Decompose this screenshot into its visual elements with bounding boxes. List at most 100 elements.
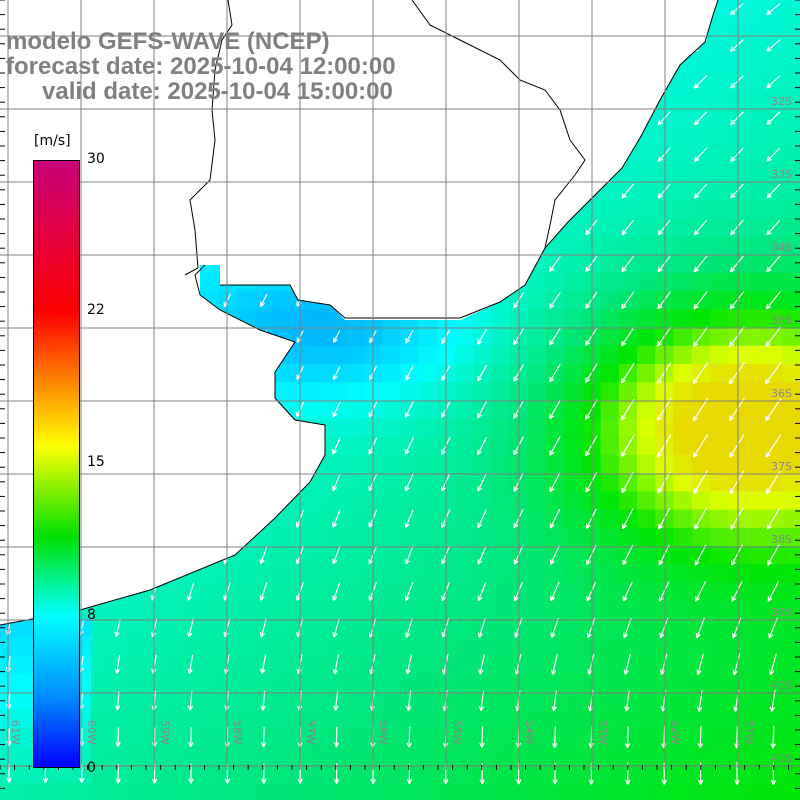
wind-arrow	[623, 653, 631, 675]
wind-arrow	[621, 508, 634, 530]
wind-arrow	[477, 509, 487, 529]
wind-arrow	[259, 437, 268, 455]
wind-arrow	[404, 111, 415, 126]
wind-arrow	[657, 38, 671, 53]
wind-arrow	[404, 509, 414, 528]
wind-arrow	[331, 2, 342, 16]
wind-arrow	[114, 219, 123, 236]
latitude-label: 36S	[771, 387, 792, 400]
wind-arrow	[259, 582, 268, 601]
wind-arrow	[729, 39, 744, 52]
longitude-label: 55W	[450, 720, 463, 745]
wind-arrow	[5, 256, 13, 272]
wind-arrow	[548, 38, 562, 53]
wind-arrow	[151, 763, 158, 784]
wind-arrow	[693, 219, 708, 236]
wind-arrow	[332, 509, 341, 528]
wind-arrow	[693, 326, 709, 347]
wind-arrow	[693, 183, 708, 199]
wind-arrow	[656, 362, 672, 384]
wind-arrow	[657, 2, 671, 16]
wind-arrow	[730, 111, 744, 126]
latitude-label: 40S	[771, 679, 792, 692]
wind-arrow	[549, 508, 561, 529]
wind-arrow	[692, 434, 709, 458]
wind-arrow	[621, 255, 635, 273]
wind-arrow	[621, 183, 635, 199]
wind-arrow	[114, 401, 122, 418]
wind-arrow	[765, 326, 782, 347]
wind-arrow	[695, 617, 706, 639]
wind-arrow	[766, 2, 781, 16]
wind-arrow	[150, 256, 159, 272]
wind-arrow	[477, 581, 487, 602]
wind-arrow	[187, 618, 194, 638]
wind-arrow	[693, 291, 708, 310]
latitude-label: 34S	[771, 241, 792, 254]
wind-arrow	[549, 399, 561, 420]
longitude-label: 57W	[304, 720, 317, 745]
wind-arrow	[585, 435, 598, 457]
wind-arrow	[259, 220, 269, 235]
wind-arrow	[693, 470, 708, 494]
longitude-label: 61W	[9, 720, 22, 745]
latitude-label: 39S	[771, 606, 792, 619]
wind-arrow	[150, 111, 159, 126]
wind-arrow	[5, 292, 13, 309]
wind-arrow	[623, 617, 632, 639]
wind-arrow	[766, 75, 781, 89]
longitude-label: 53W	[596, 720, 609, 745]
wind-arrow	[621, 75, 635, 89]
wind-arrow	[186, 2, 196, 16]
longitude-label: 52W	[669, 720, 682, 745]
wind-arrow	[186, 473, 195, 492]
wind-arrow	[477, 292, 488, 309]
wind-arrow	[404, 219, 415, 236]
wind-arrow	[548, 147, 561, 163]
wind-arrow	[405, 690, 412, 712]
wind-arrow	[659, 617, 669, 639]
wind-arrow	[332, 293, 341, 307]
wind-arrow	[730, 219, 744, 236]
wind-arrow	[333, 763, 340, 784]
wind-arrow	[478, 654, 486, 675]
wind-arrow	[766, 111, 781, 126]
wind-arrow	[693, 2, 708, 16]
wind-arrow	[476, 38, 488, 53]
wind-arrow	[404, 437, 414, 455]
wind-arrow	[476, 256, 488, 272]
wind-arrow	[476, 2, 488, 16]
wind-arrow	[584, 363, 598, 383]
wind-arrow	[186, 401, 195, 418]
wind-arrow	[186, 582, 195, 601]
wind-arrow	[768, 653, 777, 676]
wind-arrow	[657, 147, 671, 162]
longitude-label: 51W	[742, 720, 755, 745]
wind-arrow	[187, 329, 195, 345]
wind-arrow	[767, 581, 780, 602]
wind-arrow	[550, 581, 560, 602]
wind-arrow	[5, 365, 13, 382]
wind-arrow	[766, 255, 781, 273]
latitude-label: 37S	[771, 460, 792, 473]
wind-arrow	[5, 147, 13, 162]
latitude-label: 33S	[771, 168, 792, 181]
wind-arrow	[332, 437, 341, 455]
wind-arrow	[477, 617, 486, 638]
wind-arrow	[729, 470, 745, 495]
wind-arrow	[332, 654, 340, 675]
wind-arrow	[77, 111, 86, 126]
wind-arrow	[476, 111, 488, 126]
wind-arrow	[333, 726, 340, 748]
wind-arrow	[657, 219, 671, 236]
wind-arrow	[550, 617, 559, 639]
wind-arrow	[621, 471, 635, 494]
colorbar-label-22: 22	[87, 302, 105, 318]
wind-arrow	[624, 689, 630, 712]
wind-arrow	[150, 147, 159, 163]
wind-arrow	[332, 401, 341, 418]
wind-arrow	[331, 38, 342, 53]
wind-arrow	[79, 764, 85, 784]
